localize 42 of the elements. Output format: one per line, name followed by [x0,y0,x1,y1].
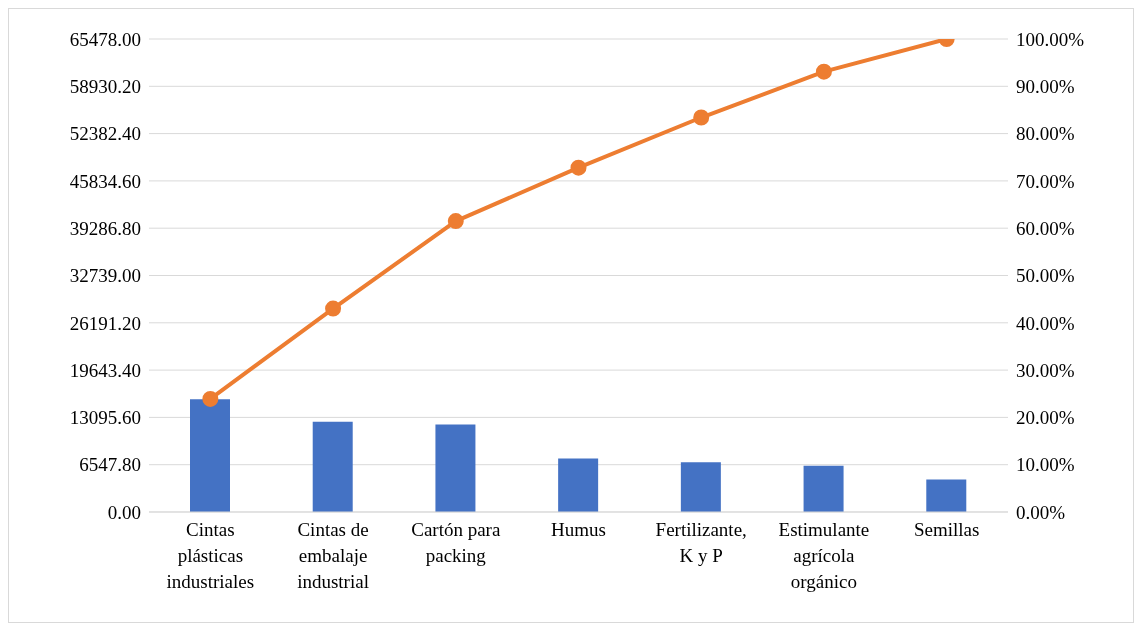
y2-tick-label: 100.00% [1016,28,1085,50]
point [447,213,464,230]
bar [435,424,476,512]
y2-tick-label: 70.00% [1016,170,1075,192]
y-tick-label: 13095.60 [69,407,141,429]
point [570,159,587,176]
point [815,63,832,80]
y-tick-label: 6547.80 [79,454,141,476]
y-tick-label: 39286.80 [69,217,141,239]
y-tick-label: 45834.60 [69,170,141,192]
x-tick-label: Semillas [913,519,980,540]
point [693,109,710,126]
point [202,390,219,407]
y2-tick-label: 40.00% [1016,312,1075,334]
y-tick-label: 19643.40 [69,359,141,381]
bar [680,462,721,512]
x-tick-label: Cintas plásticas industriales [166,519,255,592]
y-tick-label: 26191.20 [69,312,141,334]
x-tick-label: Estimulante agrícola orgánico [778,519,870,592]
y2-tick-label: 0.00% [1016,501,1066,523]
y-tick-label: 65478.00 [69,28,141,50]
y2-tick-label: 20.00% [1016,407,1075,429]
y-tick-label: 58930.20 [69,76,141,98]
x-tick-label: Cintas de embalaje industrial [297,519,369,592]
y2-tick-label: 50.00% [1016,265,1075,287]
bar [803,465,844,512]
y2-tick-label: 30.00% [1016,359,1075,381]
y2-tick-label: 80.00% [1016,123,1075,145]
bar [558,458,599,512]
bar [926,479,967,512]
y-tick-label: 32739.00 [69,265,141,287]
bar [312,421,353,512]
y2-tick-label: 10.00% [1016,454,1075,476]
point [325,300,342,317]
x-tick-label: Fertilizante, K y P [655,519,747,566]
y2-tick-label: 90.00% [1016,76,1075,98]
x-tick-label: Cartón para packing [411,519,501,566]
y2-tick-label: 60.00% [1016,217,1075,239]
y-tick-label: 0.00 [107,501,141,523]
bar [190,399,230,512]
y-tick-label: 52382.40 [69,123,141,145]
x-tick-label: Humus [551,519,606,540]
